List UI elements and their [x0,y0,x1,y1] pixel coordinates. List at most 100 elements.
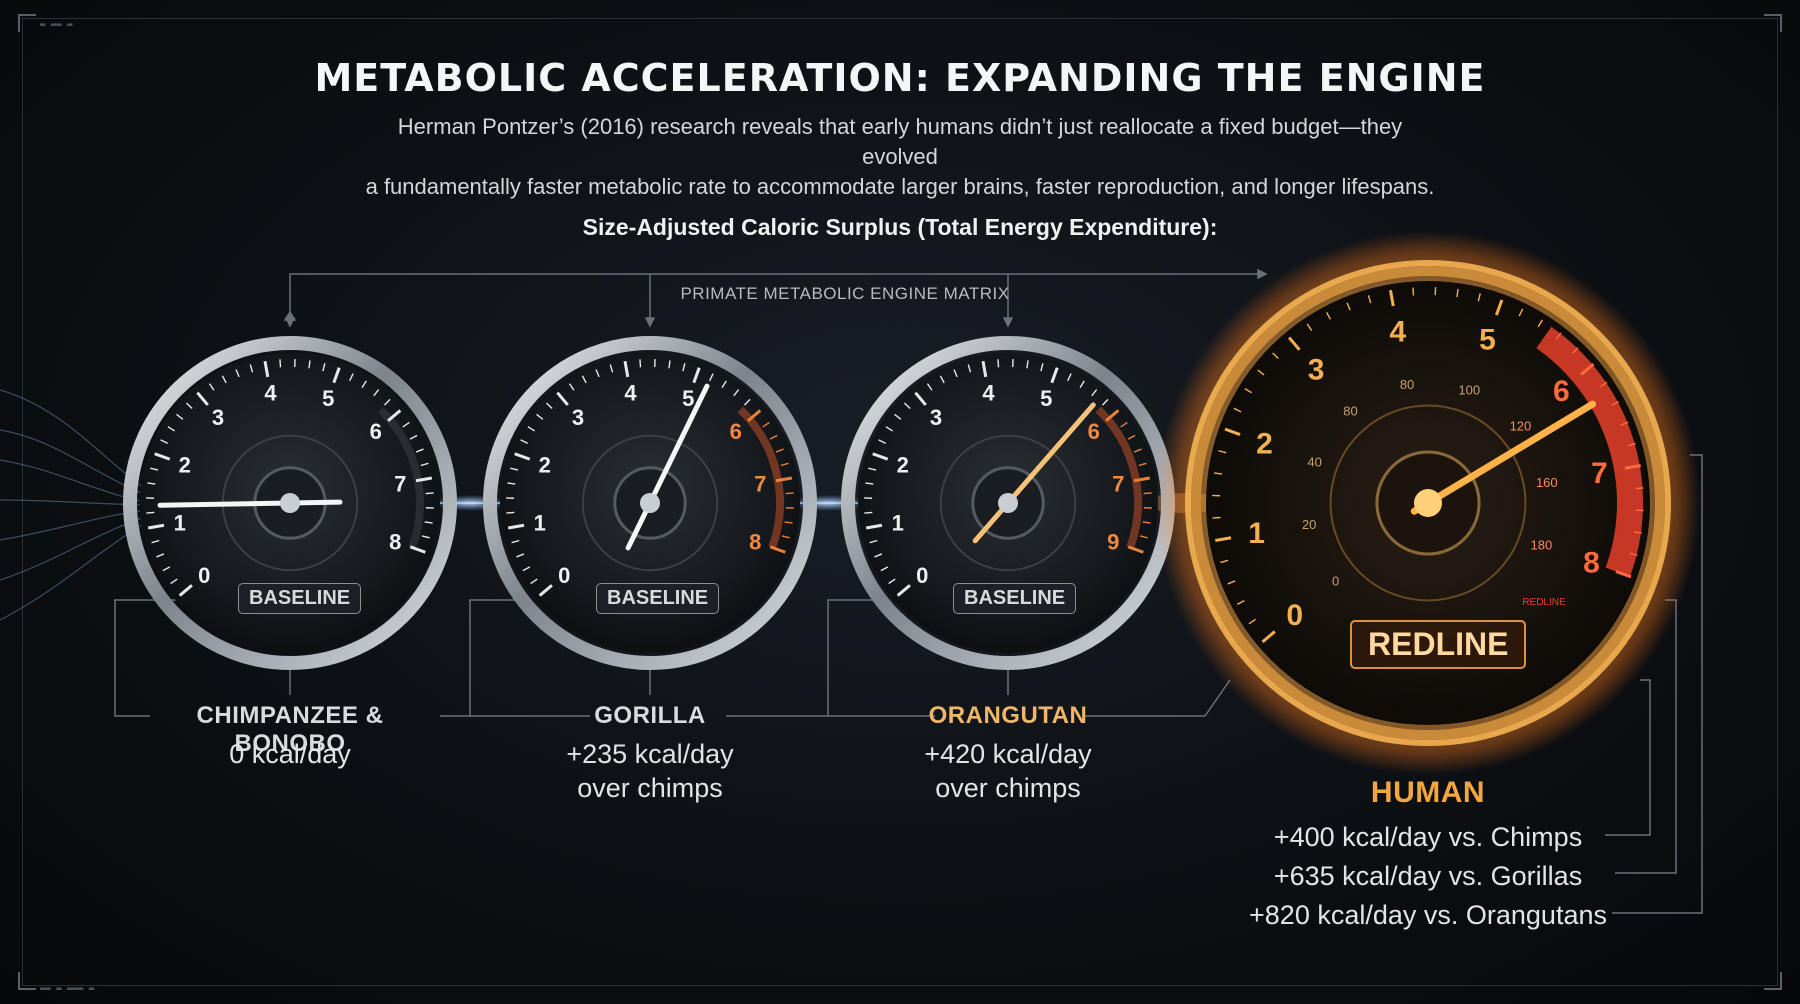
orangutan-tick-mark [1079,380,1085,389]
orangutan-inner-ring [939,434,1077,572]
gorilla-tick-mark [781,535,790,539]
gorilla-tick-mark [733,389,740,397]
human-tick-mark [1244,387,1252,394]
gorilla-tick-label: 1 [534,510,546,535]
gorilla-tick-label: 8 [749,529,761,554]
chimp-tick-mark [332,367,341,384]
subtitle-line-1: Herman Pontzer’s (2016) research reveals… [397,114,1403,169]
orangutan-value-line-2: over chimps [935,773,1081,803]
chimp-tick-mark [383,398,391,406]
chimp-tick-mark [348,373,354,382]
orangutan-tick-mark [896,584,911,597]
chimp-name: CHIMPANZEE & BONOBO [196,702,384,757]
chimp-tick-mark [221,375,227,384]
orangutan-tick-mark [865,482,874,485]
chimp-tick-mark [147,482,156,485]
chimp-tick-mark [322,363,326,372]
chimp-tick-label: 2 [179,453,191,478]
gorilla-value-line-1: +235 kcal/day [566,739,734,769]
human-needle [1410,400,1597,515]
chimp-value: 0 kcal/day [140,737,440,771]
orangutan-tick-mark [868,467,877,471]
gorilla-tick-mark [506,511,515,514]
human-inner-tick-label: 160 [1536,475,1558,490]
gorilla-tick-mark [780,462,789,467]
gorilla-tick-mark [568,383,575,391]
orangutan-tick-mark [1091,389,1098,397]
frame-corner-bl [18,972,36,990]
human-bezel [1191,266,1665,740]
human-tick-mark [1248,618,1256,625]
orangutan-tick-label: 2 [897,453,909,478]
chimp-badge: BASELINE [238,583,362,614]
orangutan-needle-hub [998,493,1018,513]
chimp-tick-label: 3 [212,405,224,430]
human-inner-tick-label: 40 [1307,455,1321,470]
gorilla-tick-label: 6 [730,419,742,444]
gorilla-name: GORILLA [594,702,706,729]
gorilla-tick-mark [784,521,793,524]
chart-heading: Size-Adjusted Caloric Surplus (Total Ene… [582,214,1218,240]
chimp-tick-mark [308,360,311,369]
hud-corner-decoration: ▬ ▬▬ ▬ [40,20,73,30]
chimp-tick-mark [160,439,169,445]
human-tick-mark [1629,552,1638,556]
orangutan-tick-mark [997,359,1000,368]
orangutan-tick-label: 6 [1088,419,1100,444]
gorilla-tick-mark [775,476,793,483]
gorilla-tick-mark [581,375,587,384]
hud-frame [22,18,1778,986]
chimp-tick-mark [147,523,165,530]
chimp-tick-mark [146,511,155,514]
human-tick-mark [1611,400,1620,406]
human-tick-mark [1224,427,1241,437]
gorilla-tick-mark [536,413,544,420]
human-tick-label: 7 [1591,457,1608,490]
chimp-tick-mark [185,402,193,410]
matrix-label: PRIMATE METABOLIC ENGINE MATRIX [680,284,1010,303]
chimp-tick-mark [402,421,410,428]
human-inner-tick-label: 20 [1302,517,1316,532]
orangutan-tick-mark [1142,521,1151,524]
orangutan-tick-mark [914,391,927,406]
human-tick-mark [1272,352,1279,360]
chimp-tick-mark [415,448,424,453]
gorilla-tick-mark [769,545,786,554]
gorilla-tick-label: 4 [624,381,637,406]
gorilla-tick-mark [743,398,751,406]
chimp-tick-mark [249,364,254,373]
gorilla-tick-mark [721,380,727,389]
orangutan-tick-mark [865,523,883,530]
human-badge: REDLINE [1350,620,1527,669]
gorilla-tick-label: 5 [682,386,694,411]
gorilla-badge: BASELINE [596,583,720,614]
human-tick-mark [1236,600,1245,606]
gorilla-tick-mark [747,409,762,422]
gorilla-tick-mark [530,578,538,585]
human-inner-tick-label: 80 [1343,404,1357,419]
orangutan-tick-mark [864,511,873,514]
human-tick-mark [1220,559,1229,564]
orangutan-tick-mark [981,360,988,378]
human-tick-label: 4 [1389,316,1406,349]
chimp-tick-mark [425,492,434,495]
chimp-tick-mark [387,409,402,422]
chimp-tick-label: 8 [389,529,401,554]
orangutan-tick-mark [1101,398,1109,406]
human-value-line-1: +400 kcal/day vs. Chimps [1273,822,1583,852]
gorilla-value-line-2: over chimps [577,773,723,803]
orangutan-tick-mark [885,426,894,432]
human-tick-label: 2 [1256,427,1273,460]
human-tick-mark [1261,630,1276,643]
chimp-value-line-1: 0 kcal/day [229,739,351,769]
chimp-bezel [123,336,457,670]
human-tick-label: 3 [1308,354,1325,387]
gorilla-tick-mark [623,360,630,378]
gorilla-tick-label: 3 [572,405,584,430]
subtitle-line-2: a fundamentally faster metabolic rate to… [365,174,1435,199]
orangutan-tick-mark [872,452,889,461]
gorilla-tick-mark [520,439,529,445]
frame-corner-br [1764,972,1782,990]
gorilla-tick-mark [595,369,600,378]
